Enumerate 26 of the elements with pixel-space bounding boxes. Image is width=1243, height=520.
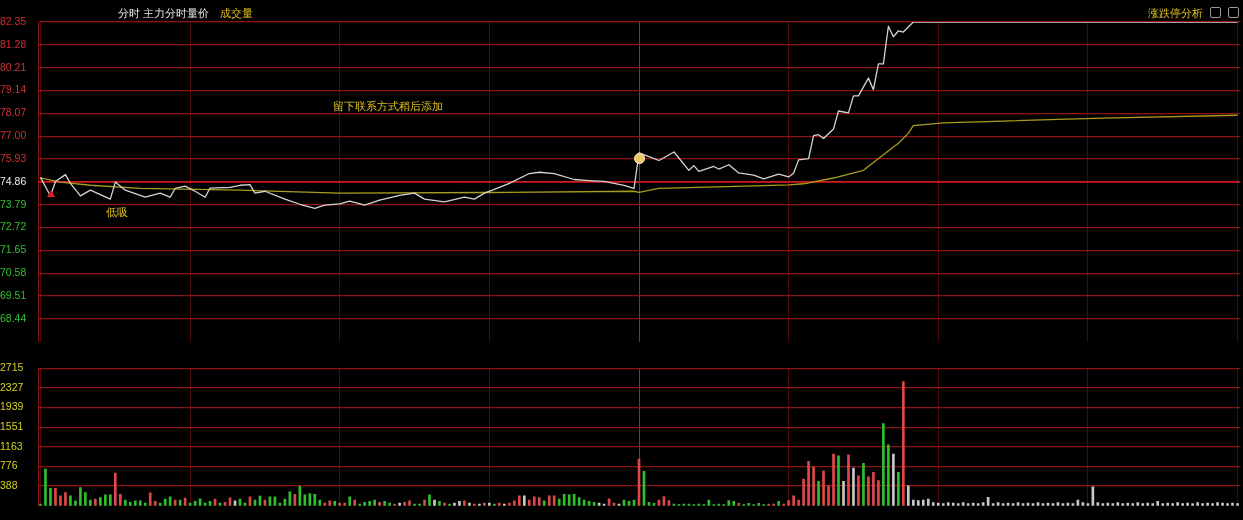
y-tick-label: 2327 [0,380,24,393]
y-tick-label: 776 [0,459,18,472]
y-tick-label: 68.44 [0,311,27,324]
y-tick-label: 1939 [0,400,24,413]
y-tick-label: 1551 [0,420,24,433]
text: 涨跌停分析 [1148,6,1203,21]
y-tick-label: 70.58 [0,266,27,279]
text: 成交量 [220,6,253,21]
y-tick-label: 81.28 [0,37,27,50]
y-tick-label: 72.72 [0,220,27,233]
annotation: 低吸 [106,205,128,220]
y-tick-label: 78.07 [0,106,27,119]
y-tick-label: 71.65 [0,243,27,256]
y-tick-label: 79.14 [0,83,27,96]
y-tick-label: 74.86 [0,174,27,187]
y-tick-label: 1163 [0,439,23,452]
y-tick-label: 80.21 [0,60,27,73]
y-tick-label: 73.79 [0,197,27,210]
chart-title: 分时 主力分时量价 [118,6,210,21]
y-tick-label: 388 [0,478,18,491]
annotation: 留下联系方式稍后添加 [333,99,443,114]
y-tick-label: 75.93 [0,151,27,164]
y-tick-label: 2715 [0,361,24,374]
y-tick-label: 69.51 [0,288,27,301]
y-tick-label: 82.35 [0,14,27,27]
y-tick-label: 77.00 [0,129,27,142]
